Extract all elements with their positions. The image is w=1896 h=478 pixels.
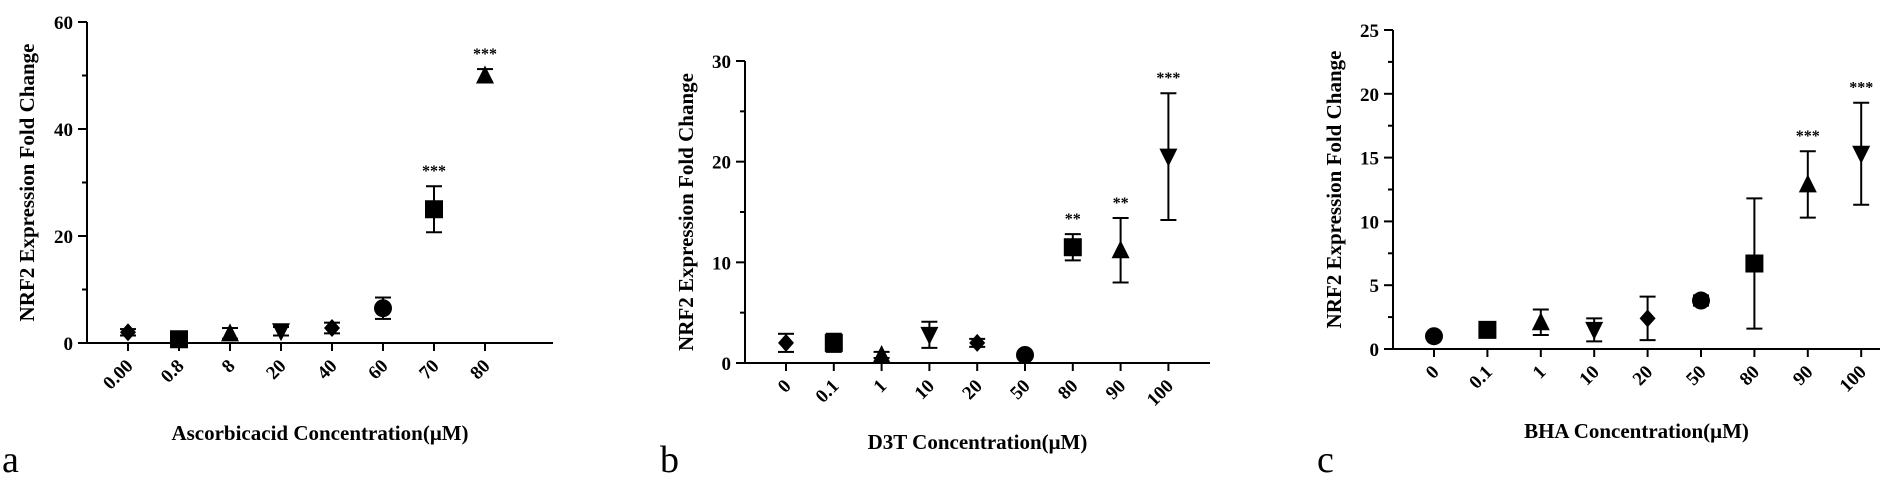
- x-tick-label: 0.00: [99, 356, 137, 394]
- x-tick-label: 0: [774, 376, 796, 398]
- x-tick-label: 8: [218, 356, 240, 378]
- data-point: [1692, 291, 1710, 310]
- x-tick-label: 20: [958, 376, 986, 404]
- y-tick-label: 10: [712, 253, 731, 274]
- x-tick-label: 80: [466, 356, 494, 384]
- data-point: [1111, 240, 1130, 259]
- y-tick-label: 20: [712, 153, 731, 174]
- significance-label: ***: [1796, 128, 1820, 145]
- y-tick-label: 30: [712, 52, 731, 73]
- data-point: [374, 299, 392, 318]
- data-point: [170, 330, 188, 349]
- data-point: [1478, 320, 1497, 339]
- data-point: [476, 65, 494, 84]
- y-tick-label: 15: [1360, 149, 1379, 170]
- x-tick-label: 1: [1529, 362, 1551, 384]
- y-tick-label: 0: [64, 334, 74, 355]
- x-tick-label: 1: [870, 376, 892, 398]
- chart-panel-a: 0 20 40 60 0.00 0.8 8 20 40 60 70 80 *** *** Ascorbica…: [2, 13, 553, 478]
- data-point: [1063, 238, 1082, 257]
- x-tick-label: 70: [415, 356, 443, 384]
- y-axis-label: NRF2 Expression Fold Change: [1322, 51, 1346, 329]
- x-tick-label: 10: [911, 376, 939, 404]
- data-point: [1639, 309, 1656, 328]
- data-point: [969, 333, 986, 352]
- significance-label: ***: [473, 46, 497, 63]
- y-tick-label: 5: [1370, 276, 1380, 297]
- x-tick-label: 0: [1422, 362, 1444, 384]
- data-point: [221, 323, 239, 342]
- data-point: [824, 333, 843, 352]
- x-axis-label: D3T Concentration(μM): [868, 430, 1088, 454]
- significance-label: **: [1113, 195, 1129, 212]
- x-tick-label: 80: [1054, 376, 1082, 404]
- x-tick-label: 100: [1836, 362, 1871, 397]
- panel-letter: c: [1317, 439, 1334, 478]
- x-tick-label: 20: [1629, 362, 1657, 390]
- x-tick-label: 80: [1736, 362, 1764, 390]
- x-tick-label: 100: [1143, 376, 1178, 411]
- data-point: [120, 323, 136, 342]
- chart-panel-c: 0 5 10 15 20 25 0 0.1 1 10 20 50 80 90 100 *** *** BHA Co…: [1317, 21, 1880, 478]
- data-point: [425, 200, 443, 219]
- y-tick-label: 25: [1360, 21, 1379, 42]
- data-point: [272, 323, 290, 342]
- y-tick-label: 20: [1360, 85, 1379, 106]
- y-tick-label: 10: [1360, 212, 1379, 233]
- x-tick-label: 40: [313, 356, 341, 384]
- data-point: [1425, 327, 1443, 346]
- y-tick-label: 0: [722, 354, 732, 375]
- y-tick-label: 60: [54, 13, 73, 34]
- data-point: [872, 344, 891, 363]
- data-point: [1798, 174, 1817, 193]
- x-axis-label: Ascorbicacid Concentration(μM): [171, 421, 468, 445]
- x-tick-label: 0.1: [812, 376, 844, 408]
- significance-label: ***: [1849, 80, 1873, 97]
- x-tick-label: 20: [262, 356, 290, 384]
- data-point: [324, 319, 340, 338]
- x-tick-label: 50: [1006, 376, 1034, 404]
- data-point: [778, 333, 794, 352]
- x-axis-label: BHA Concentration(μM): [1524, 419, 1749, 443]
- x-tick-label: 50: [1682, 362, 1710, 390]
- data-point: [1585, 321, 1604, 340]
- x-tick-label: 90: [1789, 362, 1817, 390]
- significance-label: **: [1065, 211, 1081, 228]
- x-tick-label: 60: [364, 356, 392, 384]
- data-point: [1531, 312, 1550, 331]
- significance-label: ***: [422, 163, 446, 180]
- y-tick-label: 20: [54, 227, 73, 248]
- x-tick-label: 10: [1575, 362, 1603, 390]
- x-tick-label: 0.1: [1465, 362, 1497, 394]
- panel-letter: a: [2, 439, 19, 478]
- panel-letter: b: [660, 439, 679, 478]
- x-tick-label: 90: [1102, 376, 1130, 404]
- y-tick-label: 0: [1370, 340, 1380, 361]
- y-axis-label: NRF2 Expression Fold Change: [15, 44, 39, 322]
- data-point: [1016, 345, 1034, 364]
- data-point: [1159, 148, 1178, 167]
- significance-label: ***: [1156, 70, 1180, 87]
- data-point: [920, 326, 939, 345]
- data-point: [1745, 254, 1764, 273]
- y-axis-label: NRF2 Expression Fold Change: [674, 73, 698, 351]
- x-tick-label: 0.8: [157, 356, 189, 388]
- y-tick-label: 40: [54, 120, 73, 141]
- data-point: [1852, 145, 1871, 164]
